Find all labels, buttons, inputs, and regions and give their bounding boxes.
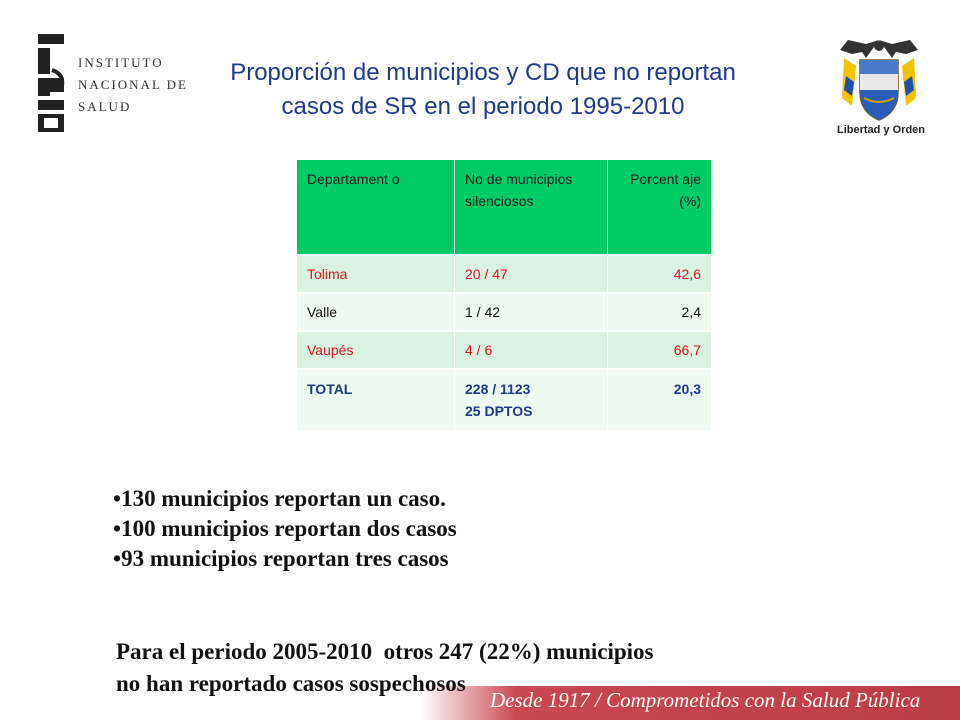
bullet-list: 130 municipios reportan un caso. 100 mun… [113, 484, 457, 574]
ins-line-1: INSTITUTO [78, 55, 164, 70]
bullet-item: 130 municipios reportan un caso. [113, 484, 457, 514]
title-line-2: casos de SR en el periodo 1995-2010 [281, 93, 685, 120]
ins-logo: INSTITUTO NACIONAL DE SALUD [36, 34, 186, 134]
footer-text: Desde 1917 / Comprometidos con la Salud … [490, 688, 921, 712]
cell-pct: 66,7 [607, 330, 712, 369]
cell-ratio: 1 / 42 [454, 292, 608, 331]
table-total-row: TOTAL 228 / 1123 25 DPTOS 20,3 [297, 368, 712, 430]
cell-ratio: 4 / 6 [454, 330, 608, 369]
slide-title: Proporción de municipios y CD que no rep… [168, 56, 798, 124]
header-porcentaje: Porcent aje (%) [607, 160, 712, 255]
cell-pct: 42,6 [607, 254, 712, 293]
title-line-1: Proporción de municipios y CD que no rep… [230, 59, 736, 86]
total-ratio-sub: 25 DPTOS [465, 403, 533, 419]
coat-of-arms-icon [840, 40, 918, 121]
table-row: Vaupés 4 / 6 66,7 [297, 330, 712, 369]
cell-pct: 2,4 [607, 292, 712, 331]
paragraph-line-1: Para el periodo 2005-2010 otros 247 (22%… [116, 639, 654, 664]
ins-line-2: NACIONAL DE [78, 77, 188, 92]
bullet-item: 93 municipios reportan tres casos [113, 544, 457, 574]
data-table: Departament o No de municipios silencios… [297, 160, 712, 430]
ins-wordmark: INSTITUTO NACIONAL DE SALUD [78, 52, 188, 118]
ins-line-3: SALUD [78, 99, 132, 114]
coat-caption: Libertad y Orden [836, 124, 926, 136]
total-ratio: 228 / 1123 [465, 381, 531, 397]
cell-dept: Tolima [297, 254, 455, 293]
cell-ratio: 20 / 47 [454, 254, 608, 293]
summary-paragraph: Para el periodo 2005-2010 otros 247 (22%… [116, 636, 896, 700]
cell-total-pct: 20,3 [607, 368, 712, 430]
ins-mark-icon [38, 34, 65, 132]
table-row: Valle 1 / 42 2,4 [297, 292, 712, 331]
cell-dept: Valle [297, 292, 455, 331]
bullet-item: 100 municipios reportan dos casos [113, 514, 457, 544]
table-row: Tolima 20 / 47 42,6 [297, 254, 712, 293]
cell-dept: Vaupés [297, 330, 455, 369]
table-header-row: Departament o No de municipios silencios… [297, 160, 712, 255]
paragraph-line-2: no han reportado casos sospechosos [116, 671, 466, 696]
cell-total-dept: TOTAL [297, 368, 455, 430]
header-departamento: Departament o [297, 160, 455, 255]
header-municipios: No de municipios silenciosos [454, 160, 608, 255]
cell-total-ratio: 228 / 1123 25 DPTOS [454, 368, 608, 430]
footer-banner [420, 686, 960, 720]
